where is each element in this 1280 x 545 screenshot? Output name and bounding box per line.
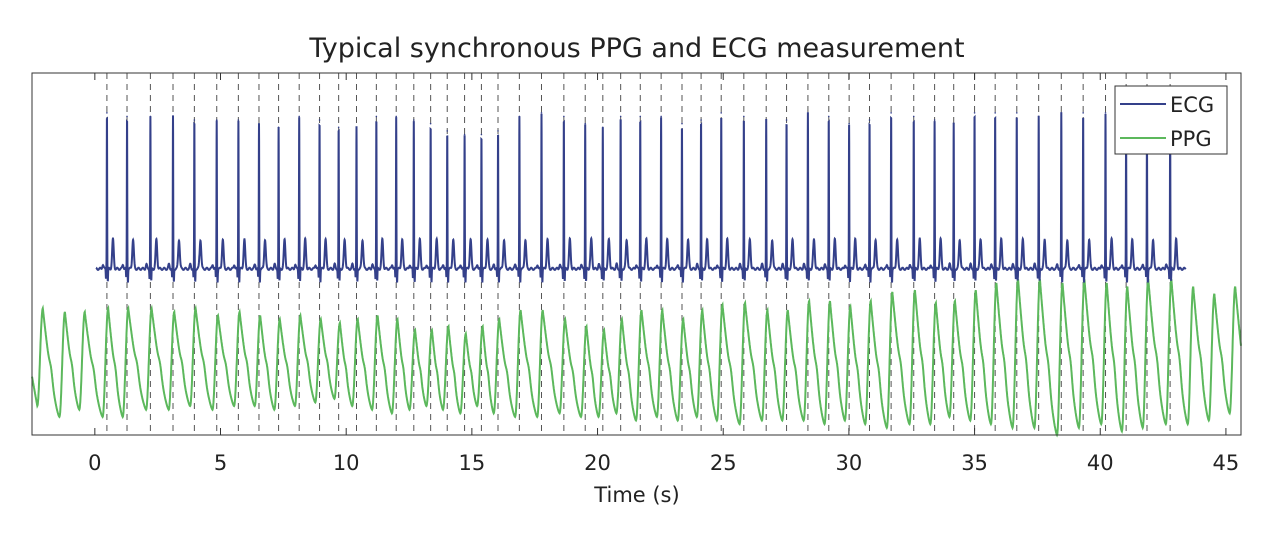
ecg-r-peak-point [237,119,240,121]
x-tick-label: 20 [584,451,611,475]
ecg-r-peak-point [126,115,128,118]
ecg-r-peak-point [429,122,432,125]
ecg-r-peak-point [602,126,604,129]
ecg-r-peak-point [193,119,196,121]
ecg-r-peak-point [172,115,174,118]
ecg-r-peak-point [1037,115,1040,118]
ecg-r-peak-point [933,119,936,121]
legend-box [1114,85,1228,155]
ecg-r-peak-point [106,112,108,114]
ppg-series-line [31,278,1242,438]
ecg-r-peak-point [497,130,499,132]
plot-area-frame [31,72,1242,436]
x-tick-label: 15 [458,451,485,475]
ecg-r-peak-point [700,119,702,121]
x-tick-label: 35 [961,451,988,475]
ecg-r-peak-point [619,115,622,118]
ecg-r-peak-point [639,115,642,118]
ecg-r-peak-point [1104,112,1107,114]
ecg-r-peak-point [463,133,466,136]
ecg-r-peak-point [277,126,280,129]
ecg-r-peak-point [952,122,955,125]
ecg-r-peak-point [518,115,521,118]
ecg-r-peak-point [446,130,449,132]
ecg-r-peak-point [807,112,809,114]
ecg-r-peak-point [720,112,723,114]
series-layer [31,112,1242,438]
ecg-r-peak-point [215,119,218,121]
x-tick-label: 30 [836,451,863,475]
x-tick-label: 10 [333,451,360,475]
chart-title: Typical synchronous PPG and ECG measurem… [308,33,964,64]
ecg-r-peak-point [563,115,565,118]
ecg-r-peak-point [584,122,587,125]
ecg-series-line [95,112,1187,283]
ecg-r-peak-point [827,115,830,118]
ecg-r-peak-point [994,112,996,114]
legend-ecg-label: ECG [1170,93,1214,117]
ecg-r-peak-point [540,112,543,114]
ecg-r-peak-point [765,119,767,121]
x-tick-label: 45 [1213,451,1240,475]
ecg-r-peak-point [258,122,260,125]
x-tick-label: 40 [1087,451,1114,475]
ecg-r-peak-point [973,112,976,114]
ecg-r-peak-point [149,115,152,118]
legend: ECG PPG [1114,85,1228,155]
ecg-r-peak-point [660,115,662,118]
ecg-r-peak-point [1015,112,1018,114]
ecg-r-peak-point [912,115,915,118]
ecg-r-peak-point [1082,112,1084,114]
x-tick-label: 0 [88,451,101,475]
x-axis-label: Time (s) [593,483,679,507]
ecg-r-peak-point [375,115,378,118]
ecg-r-peak-point [890,112,892,114]
ecg-r-peak-point [848,122,850,125]
ecg-r-peak-point [681,122,683,125]
ecg-r-peak-point [743,115,745,118]
ecg-r-peak-point [337,126,340,129]
x-axis-ticks: 0 5 10 15 20 25 30 35 40 45 [88,73,1239,475]
legend-ppg-label: PPG [1170,127,1212,151]
ecg-r-peak-point [480,133,483,136]
ecg-r-peak-point [298,115,300,118]
ecg-r-peak-point [785,119,788,121]
ecg-r-peak-point [395,115,398,118]
x-tick-label: 5 [214,451,227,475]
ecg-r-peak-point [318,119,321,121]
ecg-r-peak-point [413,119,415,121]
x-tick-label: 25 [710,451,737,475]
ecg-r-peak-point [1060,112,1063,114]
ecg-r-peak-point [868,119,871,121]
ecg-r-peak-point [355,126,358,129]
